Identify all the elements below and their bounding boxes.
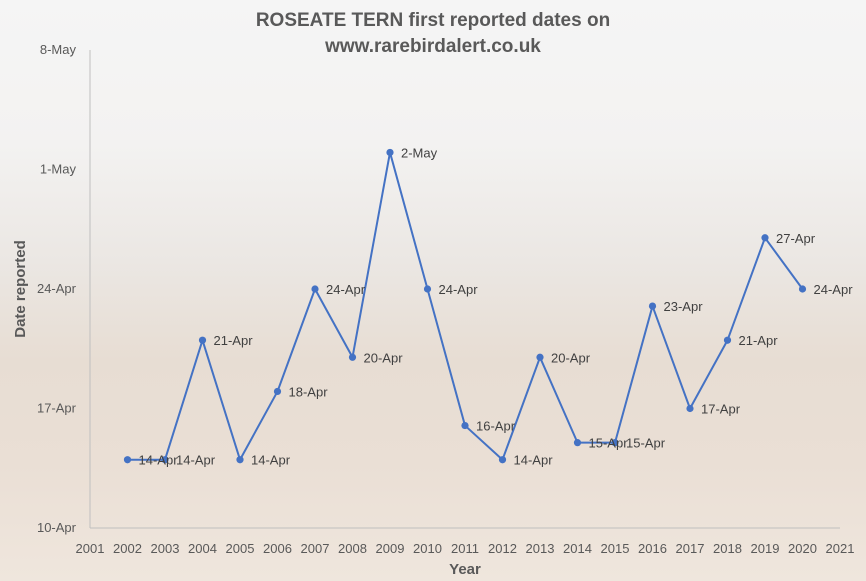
x-tick-label: 2005 bbox=[226, 541, 255, 556]
data-label: 20-Apr bbox=[364, 350, 404, 365]
data-label: 14-Apr bbox=[514, 453, 554, 468]
x-tick-label: 2011 bbox=[451, 541, 479, 556]
data-label: 15-Apr bbox=[589, 436, 629, 451]
data-label: 18-Apr bbox=[289, 384, 329, 399]
data-point bbox=[236, 456, 243, 463]
x-tick-label: 2008 bbox=[338, 541, 367, 556]
data-point bbox=[311, 285, 318, 292]
x-tick-label: 2004 bbox=[188, 541, 217, 556]
x-axis-title: Year bbox=[449, 561, 481, 578]
y-axis-title: Date reported bbox=[12, 240, 29, 338]
x-tick-label: 2002 bbox=[113, 541, 142, 556]
data-point bbox=[461, 422, 468, 429]
x-tick-label: 2007 bbox=[301, 541, 330, 556]
y-tick-label: 10-Apr bbox=[37, 520, 77, 535]
y-tick-label: 24-Apr bbox=[37, 281, 77, 296]
data-label: 14-Apr bbox=[176, 453, 216, 468]
data-point bbox=[499, 456, 506, 463]
x-tick-label: 2017 bbox=[676, 541, 705, 556]
data-point bbox=[424, 285, 431, 292]
data-label: 23-Apr bbox=[664, 299, 704, 314]
x-tick-label: 2001 bbox=[76, 541, 105, 556]
data-point bbox=[199, 337, 206, 344]
y-tick-label: 8-May bbox=[40, 42, 77, 57]
x-tick-label: 2016 bbox=[638, 541, 667, 556]
data-label: 24-Apr bbox=[814, 282, 854, 297]
x-tick-label: 2018 bbox=[713, 541, 742, 556]
data-label: 14-Apr bbox=[139, 453, 179, 468]
y-tick-label: 1-May bbox=[40, 162, 77, 177]
x-tick-label: 2014 bbox=[563, 541, 592, 556]
data-label: 20-Apr bbox=[551, 350, 591, 365]
data-point bbox=[761, 234, 768, 241]
x-tick-label: 2013 bbox=[526, 541, 555, 556]
data-label: 2-May bbox=[401, 145, 438, 160]
data-point bbox=[649, 302, 656, 309]
x-tick-label: 2019 bbox=[751, 541, 780, 556]
x-tick-label: 2015 bbox=[601, 541, 630, 556]
x-tick-label: 2021 bbox=[826, 541, 855, 556]
x-tick-label: 2003 bbox=[151, 541, 180, 556]
x-tick-label: 2009 bbox=[376, 541, 405, 556]
data-point bbox=[686, 405, 693, 412]
data-point bbox=[386, 149, 393, 156]
x-tick-label: 2012 bbox=[488, 541, 517, 556]
data-point bbox=[574, 439, 581, 446]
x-tick-label: 2006 bbox=[263, 541, 292, 556]
data-point bbox=[724, 337, 731, 344]
data-label: 21-Apr bbox=[214, 333, 254, 348]
data-label: 15-Apr bbox=[626, 436, 666, 451]
x-tick-label: 2020 bbox=[788, 541, 817, 556]
data-label: 14-Apr bbox=[251, 453, 291, 468]
y-tick-label: 17-Apr bbox=[37, 401, 77, 416]
data-label: 16-Apr bbox=[476, 419, 516, 434]
data-point bbox=[124, 456, 131, 463]
x-tick-label: 2010 bbox=[413, 541, 442, 556]
data-label: 27-Apr bbox=[776, 231, 816, 246]
data-label: 24-Apr bbox=[326, 282, 366, 297]
data-point bbox=[349, 354, 356, 361]
data-point bbox=[799, 285, 806, 292]
data-point bbox=[274, 388, 281, 395]
data-label: 17-Apr bbox=[701, 402, 741, 417]
data-label: 21-Apr bbox=[739, 333, 779, 348]
data-point bbox=[536, 354, 543, 361]
data-label: 24-Apr bbox=[439, 282, 479, 297]
